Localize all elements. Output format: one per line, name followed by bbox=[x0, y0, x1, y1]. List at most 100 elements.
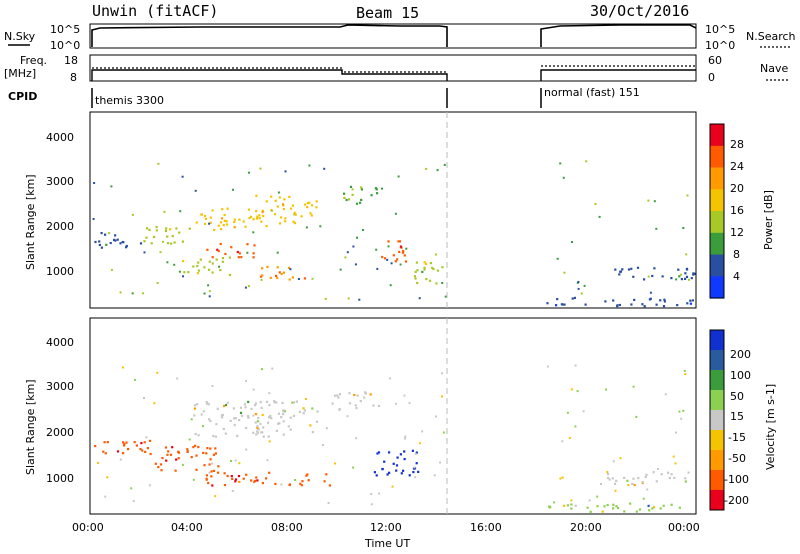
power-cell-11 bbox=[546, 302, 549, 305]
power-scatter-point bbox=[386, 258, 389, 261]
velocity-cell-5 bbox=[354, 404, 357, 407]
velocity-cell-1 bbox=[169, 453, 173, 456]
power-scatter-point bbox=[162, 240, 164, 243]
xtick-5: 20:00 bbox=[570, 521, 602, 534]
velocity-cell-6 bbox=[667, 471, 670, 474]
power-scatter-point bbox=[680, 273, 683, 276]
velocity-cell-2 bbox=[265, 477, 268, 480]
velocity-cell-7 bbox=[601, 510, 604, 513]
power-cell-9 bbox=[360, 198, 363, 201]
velocity-cell-0 bbox=[106, 441, 109, 444]
power-cell-2 bbox=[209, 221, 212, 224]
power-scatter-point bbox=[688, 278, 690, 281]
velocity-scatter-point bbox=[252, 388, 255, 391]
power-cell-3 bbox=[294, 213, 297, 216]
power-cell-10 bbox=[619, 270, 623, 273]
power-cell-3 bbox=[306, 202, 309, 205]
velocity-cell-1 bbox=[175, 458, 178, 461]
velocity-cell-7 bbox=[635, 510, 638, 513]
velocity-scatter-point bbox=[568, 437, 571, 439]
power-cell-0 bbox=[114, 239, 117, 242]
velocity-scatter-point bbox=[683, 369, 686, 372]
velocity-cell-7 bbox=[589, 510, 592, 513]
power-scatter-point bbox=[571, 241, 573, 243]
power-scatter-point bbox=[354, 263, 357, 266]
power-cell-10 bbox=[690, 277, 693, 280]
power-cell-4 bbox=[230, 246, 233, 249]
velocity-cell-2 bbox=[210, 475, 213, 478]
power-cell-1 bbox=[173, 241, 176, 244]
velocity-scatter-point bbox=[153, 402, 156, 405]
power-cell-1 bbox=[166, 235, 169, 238]
power-scatter-point bbox=[418, 297, 421, 300]
velocity-cell-1 bbox=[195, 454, 198, 457]
power-cell-11 bbox=[612, 299, 615, 302]
power-cbar-tick-4: 4 bbox=[733, 270, 740, 283]
velocity-cell-5 bbox=[337, 396, 340, 399]
power-cell-4 bbox=[237, 256, 240, 259]
power-cell-1 bbox=[146, 227, 149, 230]
power-cell-3 bbox=[281, 203, 285, 206]
velocity-cell-3 bbox=[221, 416, 224, 419]
power-scatter-point bbox=[347, 297, 350, 300]
velocity-cell-7 bbox=[638, 508, 642, 511]
power-cell-5 bbox=[197, 261, 200, 264]
power-cell-8 bbox=[436, 269, 439, 272]
power-cell-6 bbox=[288, 266, 291, 269]
frequency-panel: Freq. [MHz] 18 8 60 0 Nave bbox=[4, 54, 790, 84]
velocity-scatter-point bbox=[325, 427, 328, 430]
power-cell-1 bbox=[169, 228, 172, 231]
velocity-cell-5 bbox=[348, 392, 351, 395]
velocity-cell-3 bbox=[261, 431, 264, 434]
power-cell-4 bbox=[238, 252, 241, 255]
power-scatter-point bbox=[305, 226, 308, 229]
velocity-cell-2 bbox=[205, 474, 208, 477]
power-cell-4 bbox=[224, 252, 227, 256]
power-cell-0 bbox=[114, 234, 117, 237]
velocity-cell-2 bbox=[250, 479, 253, 482]
power-cell-8 bbox=[423, 261, 426, 264]
velocity-scatter-point bbox=[656, 468, 659, 470]
power-cell-0 bbox=[105, 243, 108, 246]
velocity-colorbar-swatch-2 bbox=[710, 370, 724, 391]
velocity-scatter-point bbox=[674, 462, 677, 465]
power-cell-7 bbox=[398, 240, 402, 243]
power-scatter-point bbox=[425, 167, 428, 170]
power-scatter-point bbox=[647, 199, 650, 202]
velocity-cell-4 bbox=[386, 473, 389, 476]
velocity-cell-1 bbox=[212, 453, 215, 456]
power-cell-7 bbox=[400, 246, 403, 249]
power-scatter-point bbox=[178, 270, 181, 273]
velocity-colorbar-swatch-5 bbox=[710, 430, 724, 451]
power-ytick-3000: 3000 bbox=[46, 175, 74, 188]
noise-left-tick-bottom: 10^0 bbox=[50, 39, 80, 52]
power-scatter-point bbox=[163, 210, 166, 213]
power-cell-3 bbox=[278, 196, 281, 199]
velocity-scatter-point bbox=[346, 415, 349, 418]
velocity-cell-7 bbox=[670, 503, 673, 506]
velocity-scatter-point bbox=[352, 466, 355, 469]
velocity-scatter-point bbox=[156, 371, 159, 374]
power-cell-3 bbox=[308, 201, 311, 204]
power-cell-10 bbox=[627, 268, 631, 271]
velocity-scatter-point bbox=[404, 435, 407, 438]
velocity-cell-0 bbox=[149, 452, 152, 456]
power-scatter-point bbox=[207, 284, 210, 287]
velocity-cell-0 bbox=[123, 442, 126, 446]
velocity-scatter-point bbox=[600, 483, 602, 485]
power-cell-2 bbox=[233, 218, 236, 221]
velocity-cell-2 bbox=[226, 474, 229, 478]
velocity-cell-2 bbox=[301, 480, 304, 483]
velocity-cell-3 bbox=[257, 416, 260, 420]
power-scatter-point bbox=[131, 292, 134, 295]
velocity-ylabel: Slant Range [km] bbox=[24, 379, 37, 475]
velocity-scatter-point bbox=[245, 448, 248, 451]
velocity-scatter-point bbox=[268, 440, 271, 443]
power-scatter-point bbox=[246, 251, 249, 254]
velocity-cell-3 bbox=[255, 433, 258, 436]
velocity-cell-0 bbox=[135, 444, 138, 447]
power-scatter-point bbox=[308, 164, 311, 167]
velocity-cell-4 bbox=[377, 451, 381, 454]
velocity-cell-3 bbox=[277, 412, 281, 415]
